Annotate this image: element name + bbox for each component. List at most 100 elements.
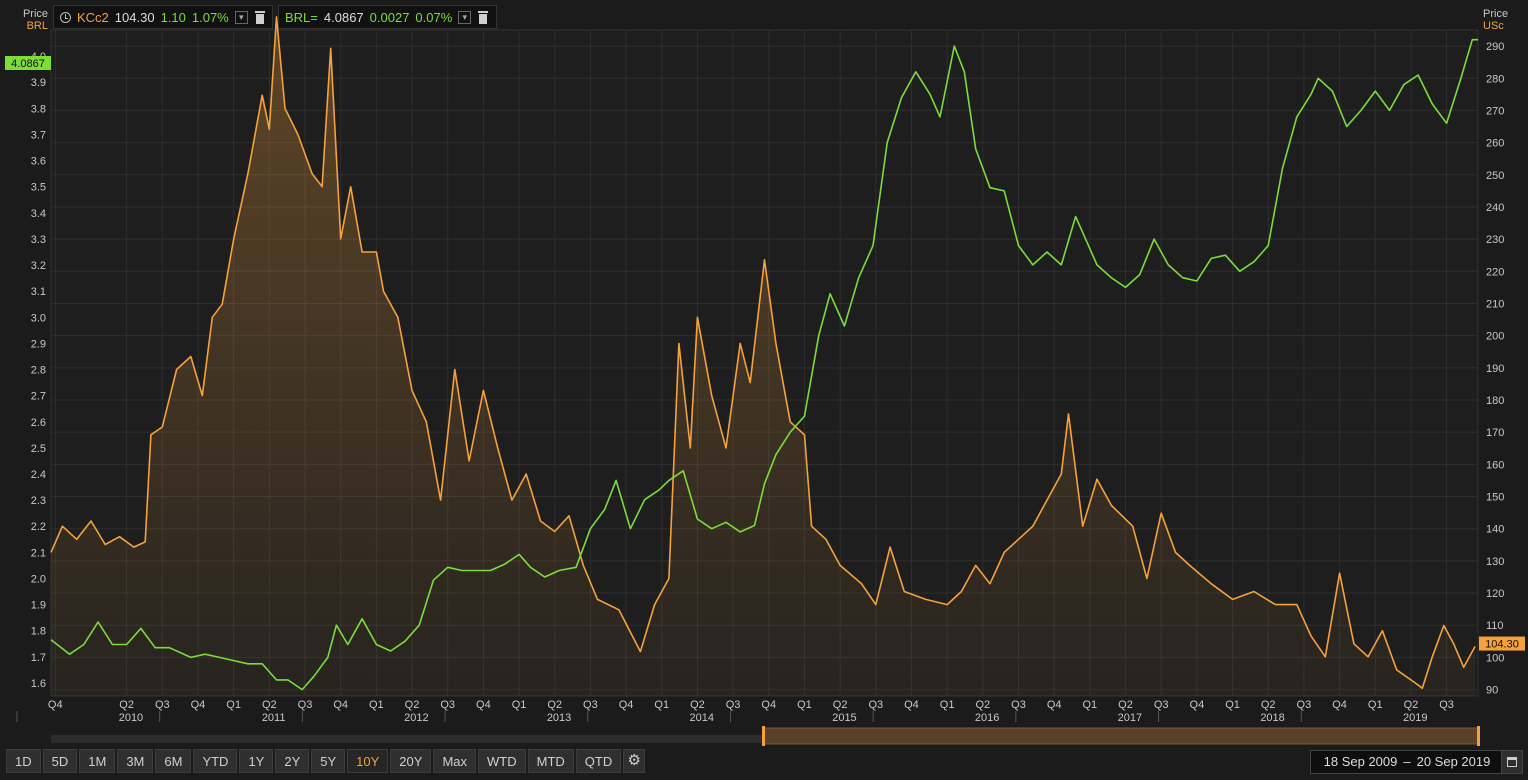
chevron-down-icon[interactable]: ▾ xyxy=(458,10,472,24)
left-tick-label: 2.2 xyxy=(31,521,46,533)
right-tick-label: 230 xyxy=(1486,234,1504,246)
brl-last-value: 4.0867 xyxy=(11,58,45,70)
right-tick-label: 250 xyxy=(1486,170,1504,182)
right-tick-label: 280 xyxy=(1486,73,1504,85)
period-button-10y[interactable]: 10Y xyxy=(347,749,389,773)
quarter-tick-label: Q1 xyxy=(1368,699,1383,711)
year-tick-label: 2017 xyxy=(1118,712,1142,724)
quarter-tick-label: Q2 xyxy=(1404,699,1419,711)
right-tick-label: 130 xyxy=(1486,556,1504,568)
brl-last-tag xyxy=(5,56,51,70)
quarter-tick-label: Q2 xyxy=(1261,699,1276,711)
price-chart[interactable]: 1.6 1.7 1.8 1.9 2.0 2.1 2.2 2.3 2.4 2.5 2.6 2.7 2.8 2… xyxy=(0,0,1528,746)
navigator-handle-left xyxy=(762,726,765,746)
quarter-tick-label: Q2 xyxy=(1118,699,1133,711)
quarter-tick-label: Q1 xyxy=(940,699,955,711)
right-axis-currency: USc xyxy=(1483,20,1504,32)
navigator-selection xyxy=(762,727,1479,745)
left-tick-label: 2.3 xyxy=(31,495,46,507)
legend-last: 104.30 xyxy=(114,9,155,25)
quarter-tick-label: Q4 xyxy=(48,699,63,711)
left-tick-label: 2.8 xyxy=(31,365,46,377)
quarter-tick-label: Q2 xyxy=(690,699,705,711)
legend-change: 1.10 xyxy=(160,9,186,25)
period-button-wtd[interactable]: WTD xyxy=(478,749,526,773)
quarter-tick-label: Q4 xyxy=(476,699,491,711)
right-axis-title: Price xyxy=(1483,8,1509,20)
navigator-handle-right xyxy=(1477,726,1480,746)
left-tick-label: 1.7 xyxy=(31,652,46,664)
left-axis-title: Price xyxy=(22,8,48,20)
left-tick-label: 3.1 xyxy=(31,286,46,298)
calendar-icon[interactable] xyxy=(1501,750,1523,774)
legend-ric: KCc2 xyxy=(77,9,109,25)
quarter-tick-label: Q2 xyxy=(262,699,277,711)
left-tick-label: 2.7 xyxy=(31,391,46,403)
period-button-1m[interactable]: 1M xyxy=(79,749,116,773)
legend-change: 0.0027 xyxy=(369,9,410,25)
quarter-tick-label: Q4 xyxy=(619,699,634,711)
year-tick-label: 2015 xyxy=(832,712,856,724)
quarter-tick-label: Q4 xyxy=(191,699,206,711)
trash-icon[interactable] xyxy=(254,10,266,24)
quarter-tick-label: Q3 xyxy=(868,699,883,711)
quarter-tick-label: Q2 xyxy=(833,699,848,711)
period-button-ytd[interactable]: YTD xyxy=(193,749,238,773)
quarter-tick-label: Q1 xyxy=(369,699,384,711)
left-tick-label: 2.9 xyxy=(31,338,46,350)
quarter-tick-label: Q2 xyxy=(119,699,134,711)
series-line-kcc2 xyxy=(50,16,1476,689)
quarter-tick-label: Q2 xyxy=(975,699,990,711)
quarter-tick-label: Q3 xyxy=(1297,699,1312,711)
right-tick-label: 220 xyxy=(1486,266,1504,278)
right-tick-label: 240 xyxy=(1486,202,1504,214)
left-tick-label: 1.9 xyxy=(31,600,46,612)
right-tick-label: 260 xyxy=(1486,138,1504,150)
period-button-20y[interactable]: 20Y xyxy=(390,749,432,773)
period-button-5d[interactable]: 5D xyxy=(42,749,78,773)
quarter-tick-label: Q1 xyxy=(1225,699,1240,711)
chevron-down-icon[interactable]: ▾ xyxy=(234,10,248,24)
quarter-tick-label: Q3 xyxy=(155,699,170,711)
year-tick-label: 2014 xyxy=(690,712,714,724)
left-tick-label: 2.0 xyxy=(31,573,46,585)
year-tick-label: 2012 xyxy=(404,712,428,724)
date-sep: – xyxy=(1403,754,1411,769)
period-button-1y[interactable]: 1Y xyxy=(239,749,274,773)
left-tick-label: 3.3 xyxy=(31,234,46,246)
period-button-2y[interactable]: 2Y xyxy=(275,749,310,773)
gear-icon[interactable]: ⚙ xyxy=(623,749,646,773)
period-button-6m[interactable]: 6M xyxy=(155,749,192,773)
right-tick-label: 290 xyxy=(1486,41,1504,53)
period-button-max[interactable]: Max xyxy=(433,749,476,773)
right-tick-label: 120 xyxy=(1486,588,1504,600)
period-button-qtd[interactable]: QTD xyxy=(575,749,622,773)
left-tick-label: 2.5 xyxy=(31,443,46,455)
quarter-tick-label: Q2 xyxy=(405,699,420,711)
year-tick-label: 2013 xyxy=(547,712,571,724)
date-range-display[interactable]: 18 Sep 2009 – 20 Sep 2019 xyxy=(1310,750,1504,774)
year-tick-label: 2011 xyxy=(262,712,286,724)
period-button-1d[interactable]: 1D xyxy=(6,749,41,773)
left-axis-caption: Price BRL xyxy=(22,8,48,32)
date-from: 18 Sep 2009 xyxy=(1323,754,1398,769)
right-tick-label: 100 xyxy=(1486,652,1504,664)
year-tick-label: 2018 xyxy=(1260,712,1284,724)
quarter-tick-label: Q3 xyxy=(1439,699,1454,711)
quarter-tick-label: Q3 xyxy=(726,699,741,711)
left-tick-label: 2.4 xyxy=(31,469,46,481)
right-tick-label: 140 xyxy=(1486,524,1504,536)
quarter-tick-label: Q1 xyxy=(1083,699,1098,711)
quarter-tick-label: Q3 xyxy=(583,699,598,711)
left-tick-label: 3.8 xyxy=(31,103,46,115)
period-button-5y[interactable]: 5Y xyxy=(311,749,346,773)
trash-icon[interactable] xyxy=(477,10,489,24)
right-tick-label: 200 xyxy=(1486,331,1504,343)
quarter-tick-label: Q4 xyxy=(904,699,919,711)
quarter-tick-label: Q1 xyxy=(654,699,669,711)
period-button-mtd[interactable]: MTD xyxy=(527,749,574,773)
left-tick-label: 1.6 xyxy=(31,678,46,690)
left-tick-label: 2.6 xyxy=(31,417,46,429)
right-axis-caption: Price USc xyxy=(1483,8,1508,32)
period-button-3m[interactable]: 3M xyxy=(117,749,154,773)
